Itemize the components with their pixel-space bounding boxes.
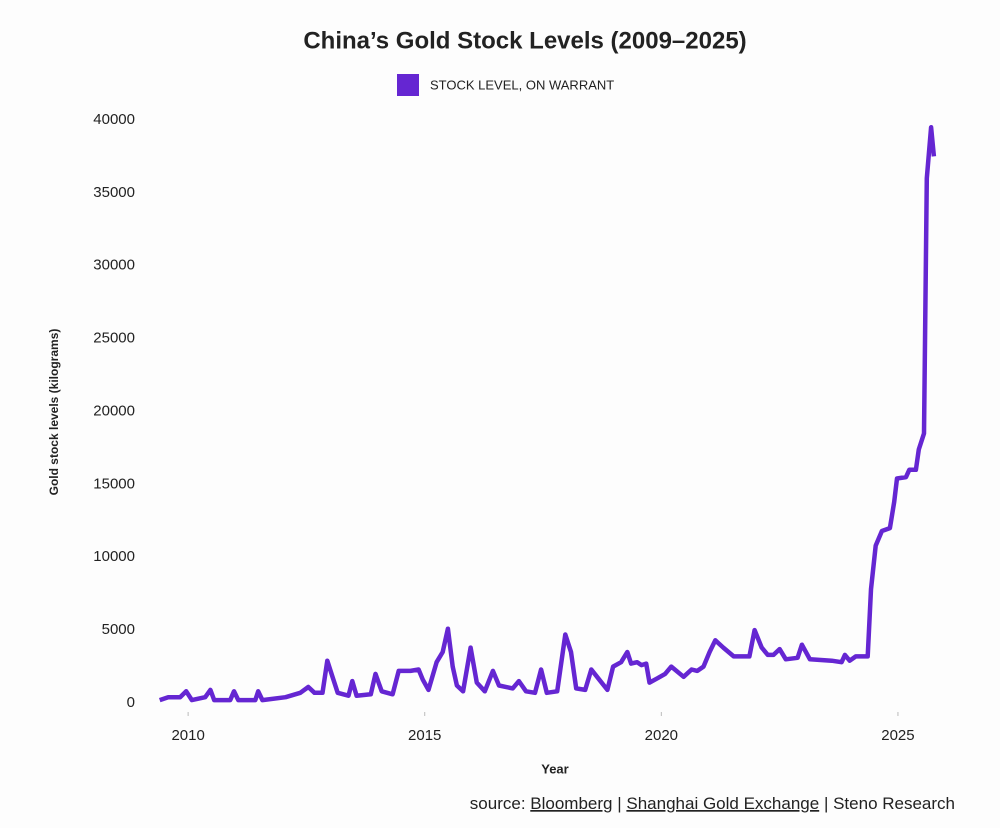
source-note: source: Bloomberg | Shanghai Gold Exchan… — [470, 794, 955, 813]
source-link[interactable]: Bloomberg — [530, 794, 612, 813]
source-link[interactable]: Shanghai Gold Exchange — [626, 794, 819, 813]
x-axis-title: Year — [541, 761, 568, 776]
y-tick-label: 25000 — [93, 330, 135, 347]
y-tick-label: 35000 — [93, 184, 135, 201]
y-tick-label: 0 — [127, 694, 135, 711]
x-tick-label: 2015 — [408, 727, 441, 744]
y-tick-label: 5000 — [102, 621, 135, 638]
y-tick-label: 15000 — [93, 475, 135, 492]
y-tick-label: 40000 — [93, 111, 135, 128]
legend-label: STOCK LEVEL, ON WARRANT — [430, 77, 614, 92]
y-tick-label: 20000 — [93, 402, 135, 419]
legend-swatch — [397, 74, 419, 96]
y-tick-label: 10000 — [93, 548, 135, 565]
y-tick-label: 30000 — [93, 257, 135, 274]
chart-title: China’s Gold Stock Levels (2009–2025) — [303, 27, 746, 54]
source-text: Steno Research — [833, 794, 955, 813]
x-tick-label: 2010 — [171, 727, 204, 744]
y-axis-title: Gold stock levels (kilograms) — [47, 329, 61, 496]
data-line — [158, 125, 937, 703]
x-tick-label: 2025 — [881, 727, 914, 744]
source-text: source: — [470, 794, 526, 813]
source-text: | — [824, 794, 828, 813]
x-tick-label: 2020 — [645, 727, 678, 744]
source-text: | — [617, 794, 621, 813]
